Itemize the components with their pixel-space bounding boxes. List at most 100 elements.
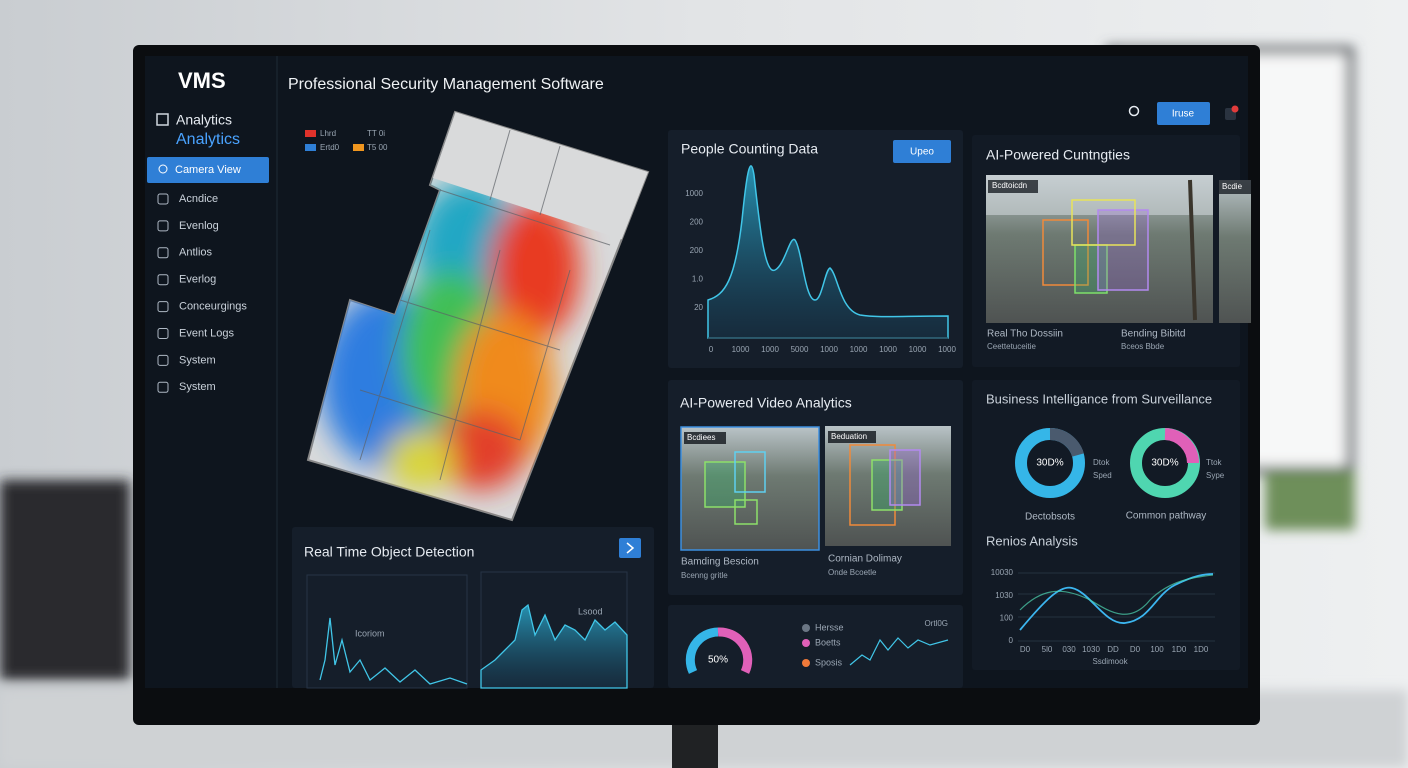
- axis-label: 1000: [761, 345, 779, 354]
- caption-subtitle: Ceettetuceitie: [987, 342, 1036, 351]
- axis-label: 1000: [879, 345, 897, 354]
- header-title: Professional Security Management Softwar…: [288, 76, 604, 93]
- detection-panel-decor: [480, 603, 628, 689]
- panel-title: AI-Powered Video Analytics: [680, 395, 852, 411]
- search-button[interactable]: [1128, 105, 1140, 117]
- donut-caption: Dectobsots: [1025, 512, 1075, 523]
- axis-label: DD: [1107, 645, 1119, 654]
- ai-counting-panel: AI-Powered Cuntngties Bcdtoicdn Bcdie Re…: [972, 135, 1251, 367]
- axis-label: 1000: [909, 345, 927, 354]
- axis-label: 1000: [732, 345, 750, 354]
- monitor-stand: [672, 722, 718, 768]
- axis-label: 0: [709, 345, 714, 354]
- nav-icon: [157, 247, 169, 259]
- panel-button-label[interactable]: Upeo: [910, 147, 934, 158]
- business-panel-decor: [1019, 574, 1214, 615]
- axis-label: 1030: [995, 591, 1013, 600]
- summary-panel-decor: [802, 659, 810, 667]
- axis-label: 1.0: [692, 275, 704, 284]
- nav-icon: [157, 301, 169, 313]
- ai-counting-panel-decor: [1042, 219, 1089, 286]
- panel-title: AI-Powered Cuntngties: [986, 147, 1130, 163]
- legend-label: Ertd0: [320, 143, 340, 152]
- panel-title: People Counting Data: [681, 141, 818, 157]
- heatmap: Lhrd Ertd0 TT 0i T5 00: [305, 110, 650, 522]
- donut-label: Sype: [1206, 471, 1225, 480]
- axis-label: 100: [1000, 614, 1014, 623]
- nav-item[interactable]: Evenlog: [179, 220, 219, 232]
- panel-button[interactable]: [893, 140, 951, 163]
- caption-title: Bamding Bescion: [681, 557, 759, 568]
- nav-item[interactable]: Everlog: [179, 274, 216, 286]
- caption-title: Real Tho Dossiin: [987, 329, 1063, 340]
- panel-title: Renios Analysis: [986, 533, 1078, 548]
- legend-label: Boetts: [815, 637, 841, 647]
- nav-icon: [157, 193, 169, 205]
- axis-label: 1D0: [1172, 645, 1187, 654]
- video-analytics-panel-decor: [871, 459, 903, 511]
- chart-label: Lsood: [578, 606, 603, 616]
- summary-panel-decor: [802, 624, 810, 632]
- axis-label: 1000: [850, 345, 868, 354]
- people-counting-panel: People Counting Data Upeo 10002002001.02…: [668, 130, 963, 368]
- header-button-label[interactable]: Iruse: [1172, 109, 1195, 120]
- sidebar-decor: [156, 113, 169, 126]
- image-tag: Bcdiees: [687, 433, 715, 442]
- heatmap-decor-decor-decor: [359, 112, 611, 481]
- heatmap-decor-decor: [359, 112, 611, 481]
- ai-counting-panel-decor: [1074, 244, 1108, 294]
- business-panel-decor: [1049, 427, 1084, 458]
- caption-subtitle: Bceos Bbde: [1121, 342, 1165, 351]
- axis-label: D0: [1020, 645, 1031, 654]
- nav-item[interactable]: Camera View: [175, 164, 241, 176]
- panel-button[interactable]: [619, 538, 641, 558]
- header-button[interactable]: [1157, 102, 1210, 125]
- heatmap-decor: [320, 112, 648, 490]
- heatmap-decor-decor: [320, 180, 580, 490]
- donut-label: Ttok: [1206, 458, 1223, 467]
- nav-item[interactable]: Antlios: [179, 247, 213, 259]
- axis-label: 200: [690, 246, 704, 255]
- image-tag: Bcdie: [1222, 182, 1243, 191]
- video-analytics-panel: AI-Powered Video Analytics Bcdiees Bedua…: [668, 380, 963, 595]
- donut-caption: Common pathway: [1126, 511, 1207, 522]
- heatmap-decor: [305, 144, 316, 151]
- nav-item[interactable]: System: [179, 381, 216, 393]
- nav-item[interactable]: System: [179, 354, 216, 366]
- logo: VMS: [178, 68, 226, 93]
- axis-label: 10030: [991, 568, 1014, 577]
- caption-subtitle: Onde Bcoetle: [828, 568, 877, 577]
- sidebar: VMS Analytics Analytics Camera View Acnd…: [147, 56, 278, 688]
- section-subtitle: Analytics: [176, 131, 240, 148]
- panel-title: Real Time Object Detection: [304, 544, 474, 560]
- axis-label: 1030: [1082, 645, 1100, 654]
- ai-counting-panel-decor: [1097, 209, 1149, 291]
- summary-panel-decor: [668, 605, 963, 688]
- nav-icon: [157, 328, 169, 339]
- detection-panel-decor: [306, 574, 468, 689]
- video-analytics-panel-decor: [734, 451, 766, 493]
- summary-panel-decor: [849, 637, 949, 666]
- heatmap-decor: [305, 130, 316, 137]
- video-analytics-panel-decor: [825, 426, 951, 546]
- business-panel-decor: [1018, 572, 1215, 642]
- summary-panel-decor: [717, 627, 753, 674]
- nav-item[interactable]: Acndice: [179, 193, 218, 205]
- caption-title: Bending Bibitd: [1121, 329, 1186, 340]
- video-analytics-panel-decor: [734, 499, 758, 525]
- people-counting-panel-decor: [707, 165, 949, 339]
- nav-icon: [157, 381, 169, 393]
- heatmap-decor: [353, 144, 364, 151]
- axis-label: 100: [1150, 645, 1164, 654]
- nav-item[interactable]: Event Logs: [179, 327, 235, 339]
- nav-icon: [157, 354, 169, 366]
- nav-icon: [157, 220, 169, 232]
- nav-active[interactable]: [147, 157, 269, 183]
- ai-counting-panel-decor: [1188, 179, 1197, 321]
- legend-label: Sposis: [815, 657, 843, 667]
- nav-item[interactable]: Conceurgings: [179, 301, 247, 313]
- donut-label: Dtok: [1093, 458, 1110, 467]
- background-decor-decor: [0, 480, 130, 680]
- donut-value: 30D%: [1036, 458, 1063, 469]
- summary-panel-decor: [685, 627, 719, 674]
